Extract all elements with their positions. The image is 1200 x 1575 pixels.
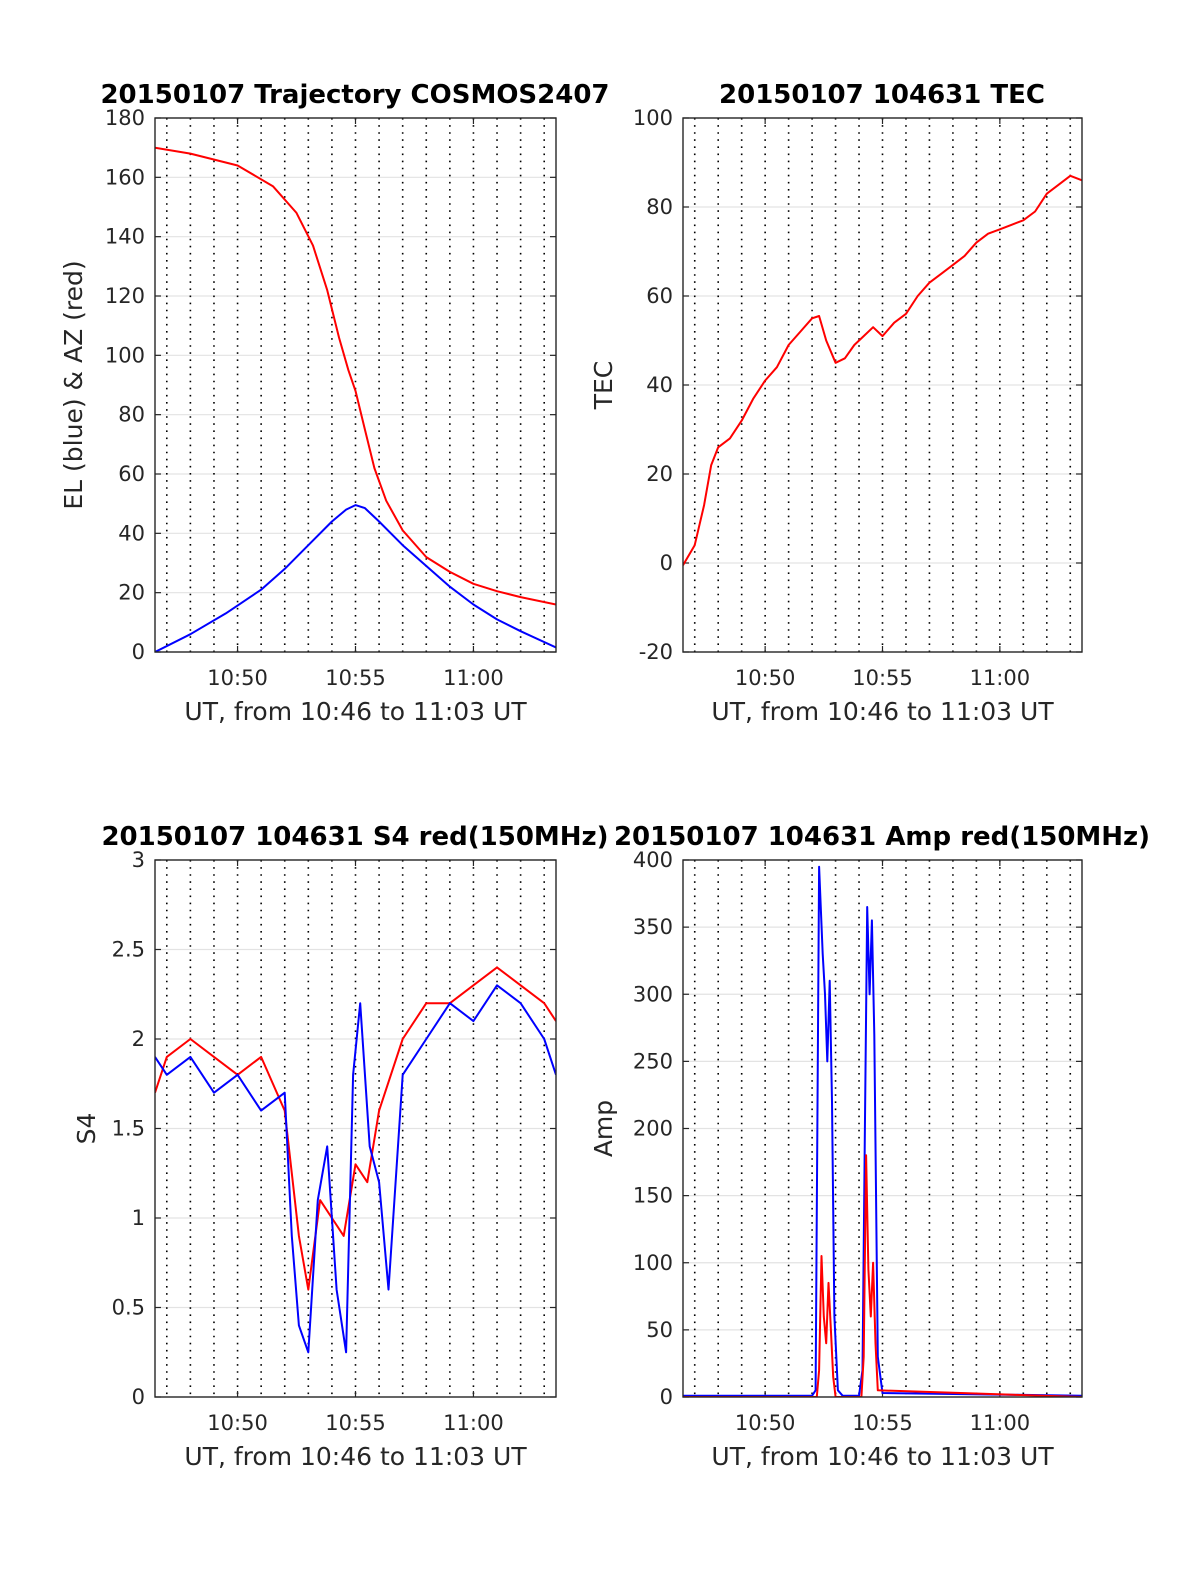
series-line-2 [155,504,556,652]
x-tick-label: 10:55 [852,1411,913,1435]
x-tick-label: 11:00 [970,666,1031,690]
chart-panel-3: 0 0.5 1 1.5 2 2.5 3 10:50 10:55 11:00 20150107 104… [72,822,609,1471]
chart-title: 20150107 104631 TEC [719,80,1045,110]
y-tick-label: 3 [132,848,145,872]
y-tick-label: 140 [105,225,145,249]
y-tick-label: 0 [660,1385,673,1409]
x-tick-label: 10:50 [207,1411,268,1435]
y-tick-label: 300 [633,982,673,1006]
x-axis-label: UT, from 10:46 to 11:03 UT [184,697,527,726]
y-tick-label: 100 [633,1251,673,1275]
y-tick-label: -20 [639,640,673,664]
x-tick-label: 10:55 [325,1411,386,1435]
y-tick-label: 0.5 [112,1296,145,1320]
y-tick-label: 100 [105,343,145,367]
y-tick-label: 120 [105,284,145,308]
x-axis-label: UT, from 10:46 to 11:03 UT [184,1442,527,1471]
y-tick-label: 100 [633,106,673,130]
y-tick-label: 250 [633,1049,673,1073]
y-tick-label: 2 [132,1027,145,1051]
x-tick-label: 11:00 [970,1411,1031,1435]
y-tick-label: 0 [132,1385,145,1409]
y-tick-label: 160 [105,165,145,189]
x-axis-label: UT, from 10:46 to 11:03 UT [711,697,1054,726]
y-tick-label: 1.5 [112,1117,145,1141]
x-tick-label: 10:55 [852,666,913,690]
series-line-1 [155,966,556,1291]
y-tick-label: 1 [132,1206,145,1230]
y-tick-label: 200 [633,1117,673,1141]
series-line-2 [155,984,556,1354]
y-tick-label: 80 [646,195,673,219]
series-line-1 [155,146,556,606]
x-axis-label: UT, from 10:46 to 11:03 UT [711,1442,1054,1471]
y-axis-label: EL (blue) & AZ (red) [59,260,88,509]
y-tick-label: 40 [646,373,673,397]
y-tick-label: 20 [118,581,145,605]
y-tick-label: 60 [118,462,145,486]
series-line-1 [683,174,1082,566]
y-tick-label: 400 [633,848,673,872]
x-tick-label: 11:00 [443,1411,504,1435]
chart-title: 20150107 104631 S4 red(150MHz) [101,822,608,852]
x-tick-label: 10:55 [325,666,386,690]
x-tick-label: 10:50 [735,666,796,690]
y-tick-label: 180 [105,106,145,130]
chart-title: 20150107 104631 Amp red(150MHz) [614,822,1150,852]
y-tick-label: 80 [118,403,145,427]
y-tick-label: 20 [646,462,673,486]
x-tick-label: 10:50 [735,1411,796,1435]
chart-panel-1: 0 20 40 60 80 100 120 140 160 180 10:50 10:55 11:00 2… [59,80,610,726]
chart-panel-2: -20 0 20 40 60 80 100 10:50 10:55 11:00 20150107 1… [589,80,1083,726]
series-line-1 [683,865,1082,1397]
chart-panel-4: 0 50 100 150 200 250 300 350 400 10:50 10:55 11:00 2… [589,822,1150,1471]
plot-frame [154,859,557,1398]
y-axis-label: TEC [589,361,618,411]
x-tick-label: 11:00 [443,666,504,690]
y-axis-label: S4 [72,1113,101,1145]
plot-frame [682,117,1083,653]
series-line-2 [683,1154,1082,1397]
y-tick-label: 0 [660,551,673,575]
y-tick-label: 150 [633,1184,673,1208]
y-tick-label: 40 [118,521,145,545]
y-tick-label: 2.5 [112,938,145,962]
y-tick-label: 60 [646,284,673,308]
plot-frame [154,117,557,653]
y-axis-label: Amp [589,1100,618,1157]
y-tick-label: 350 [633,915,673,939]
x-tick-label: 10:50 [207,666,268,690]
plot-frame [682,859,1083,1398]
y-tick-label: 0 [132,640,145,664]
chart-title: 20150107 Trajectory COSMOS2407 [100,80,609,110]
y-tick-label: 50 [646,1318,673,1342]
